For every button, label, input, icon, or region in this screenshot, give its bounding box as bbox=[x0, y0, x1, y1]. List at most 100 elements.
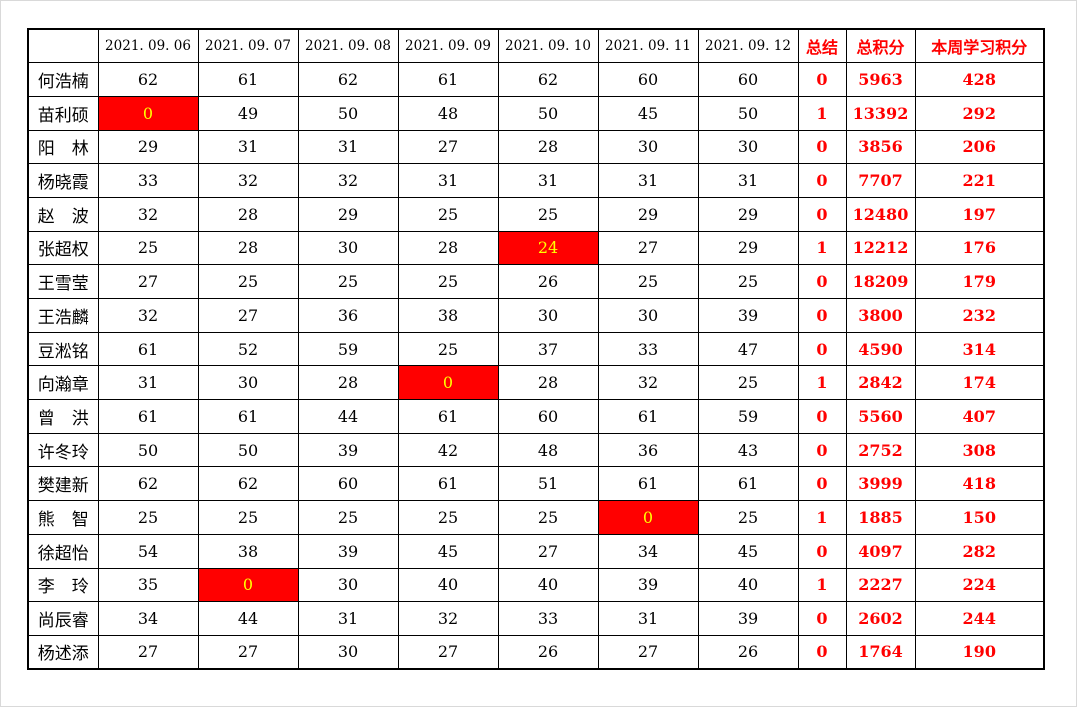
table-row: 王雪莹 27 25 25 25 26 25 25 0 18209 179 bbox=[27, 264, 1045, 299]
total-points-cell: 4097 bbox=[845, 533, 916, 569]
student-name: 张超权 bbox=[27, 230, 99, 266]
score-cell: 31 bbox=[97, 365, 199, 401]
score-cell: 45 bbox=[397, 533, 499, 569]
score-cell: 28 bbox=[297, 365, 399, 401]
student-name: 曾 洪 bbox=[27, 399, 99, 434]
score-cell: 62 bbox=[197, 466, 299, 502]
week-points-cell: 407 bbox=[914, 399, 1045, 434]
score-cell: 30 bbox=[197, 365, 299, 401]
score-cell: 60 bbox=[497, 399, 599, 434]
score-cell: 27 bbox=[97, 264, 199, 299]
score-cell: 50 bbox=[197, 432, 299, 468]
score-cell: 25 bbox=[197, 264, 299, 299]
highlighted-score-cell: 0 bbox=[397, 365, 499, 401]
score-cell: 50 bbox=[97, 432, 199, 468]
week-points-cell: 232 bbox=[914, 298, 1045, 333]
score-cell: 61 bbox=[97, 399, 199, 434]
score-cell: 48 bbox=[497, 432, 599, 468]
score-cell: 62 bbox=[297, 62, 399, 97]
score-cell: 49 bbox=[197, 95, 299, 131]
score-cell: 50 bbox=[697, 95, 799, 131]
score-cell: 61 bbox=[597, 399, 699, 434]
week-points-cell: 150 bbox=[914, 500, 1045, 535]
score-cell: 30 bbox=[597, 129, 699, 165]
student-name: 李 玲 bbox=[27, 567, 99, 603]
score-cell: 25 bbox=[697, 264, 799, 299]
score-cell: 31 bbox=[597, 601, 699, 636]
score-cell: 44 bbox=[297, 399, 399, 434]
score-cell: 29 bbox=[297, 196, 399, 232]
score-cell: 33 bbox=[597, 331, 699, 367]
score-cell: 61 bbox=[597, 466, 699, 502]
score-cell: 61 bbox=[397, 62, 499, 97]
student-name: 樊建新 bbox=[27, 466, 99, 502]
score-cell: 30 bbox=[297, 567, 399, 603]
summary-cell: 1 bbox=[797, 95, 847, 131]
week-points-cell: 308 bbox=[914, 432, 1045, 468]
date-column-header: 2021. 09. 09 bbox=[397, 28, 499, 64]
table-row: 赵 波 32 28 29 25 25 29 29 0 12480 197 bbox=[27, 196, 1045, 232]
student-name: 阳 林 bbox=[27, 129, 99, 165]
score-cell: 30 bbox=[597, 298, 699, 333]
score-cell: 32 bbox=[397, 601, 499, 636]
table-row: 豆淞铭 61 52 59 25 37 33 47 0 4590 314 bbox=[27, 331, 1045, 367]
score-cell: 25 bbox=[497, 196, 599, 232]
score-cell: 39 bbox=[697, 601, 799, 636]
table-row: 何浩楠 62 61 62 61 62 60 60 0 5963 428 bbox=[27, 62, 1045, 97]
score-cell: 48 bbox=[397, 95, 499, 131]
score-cell: 29 bbox=[97, 129, 199, 165]
table-row: 向瀚章 31 30 28 0 28 32 25 1 2842 174 bbox=[27, 365, 1045, 401]
student-name: 赵 波 bbox=[27, 196, 99, 232]
score-cell: 26 bbox=[497, 264, 599, 299]
score-cell: 28 bbox=[397, 230, 499, 266]
score-cell: 25 bbox=[397, 331, 499, 367]
table-row: 张超权 25 28 30 28 24 27 29 1 12212 176 bbox=[27, 230, 1045, 266]
score-cell: 60 bbox=[597, 62, 699, 97]
table-row: 曾 洪 61 61 44 61 60 61 59 0 5560 407 bbox=[27, 399, 1045, 434]
score-cell: 34 bbox=[97, 601, 199, 636]
score-cell: 62 bbox=[97, 466, 199, 502]
score-cell: 28 bbox=[497, 365, 599, 401]
table-row: 杨晓霞 33 32 32 31 31 31 31 0 7707 221 bbox=[27, 163, 1045, 198]
score-cell: 40 bbox=[497, 567, 599, 603]
score-cell: 30 bbox=[497, 298, 599, 333]
score-cell: 31 bbox=[497, 163, 599, 198]
student-name: 苗利硕 bbox=[27, 95, 99, 131]
week-points-cell: 418 bbox=[914, 466, 1045, 502]
week-points-cell: 224 bbox=[914, 567, 1045, 603]
summary-cell: 0 bbox=[797, 634, 847, 670]
score-cell: 25 bbox=[697, 365, 799, 401]
highlighted-score-cell: 0 bbox=[597, 500, 699, 535]
date-column-header: 2021. 09. 10 bbox=[497, 28, 599, 64]
score-cell: 25 bbox=[97, 230, 199, 266]
score-cell: 59 bbox=[297, 331, 399, 367]
total-points-cell: 2227 bbox=[845, 567, 916, 603]
score-cell: 39 bbox=[297, 533, 399, 569]
score-cell: 60 bbox=[697, 62, 799, 97]
score-cell: 25 bbox=[397, 196, 499, 232]
corner-cell bbox=[27, 28, 99, 64]
score-cell: 32 bbox=[97, 298, 199, 333]
total-points-cell: 13392 bbox=[845, 95, 916, 131]
total-points-cell: 4590 bbox=[845, 331, 916, 367]
date-column-header: 2021. 09. 12 bbox=[697, 28, 799, 64]
score-cell: 32 bbox=[597, 365, 699, 401]
score-cell: 31 bbox=[197, 129, 299, 165]
table-row: 苗利硕 0 49 50 48 50 45 50 1 13392 292 bbox=[27, 95, 1045, 131]
score-cell: 27 bbox=[197, 634, 299, 670]
score-cell: 45 bbox=[597, 95, 699, 131]
score-cell: 25 bbox=[97, 500, 199, 535]
table-row: 熊 智 25 25 25 25 25 0 25 1 1885 150 bbox=[27, 500, 1045, 535]
summary-cell: 0 bbox=[797, 298, 847, 333]
week-points-cell: 428 bbox=[914, 62, 1045, 97]
score-cell: 33 bbox=[97, 163, 199, 198]
total-points-cell: 3800 bbox=[845, 298, 916, 333]
date-column-header: 2021. 09. 06 bbox=[97, 28, 199, 64]
score-cell: 25 bbox=[397, 500, 499, 535]
week-points-cell: 314 bbox=[914, 331, 1045, 367]
score-cell: 40 bbox=[697, 567, 799, 603]
score-cell: 25 bbox=[297, 500, 399, 535]
summary-cell: 0 bbox=[797, 196, 847, 232]
header-row: 2021. 09. 06 2021. 09. 07 2021. 09. 08 2… bbox=[27, 28, 1045, 64]
